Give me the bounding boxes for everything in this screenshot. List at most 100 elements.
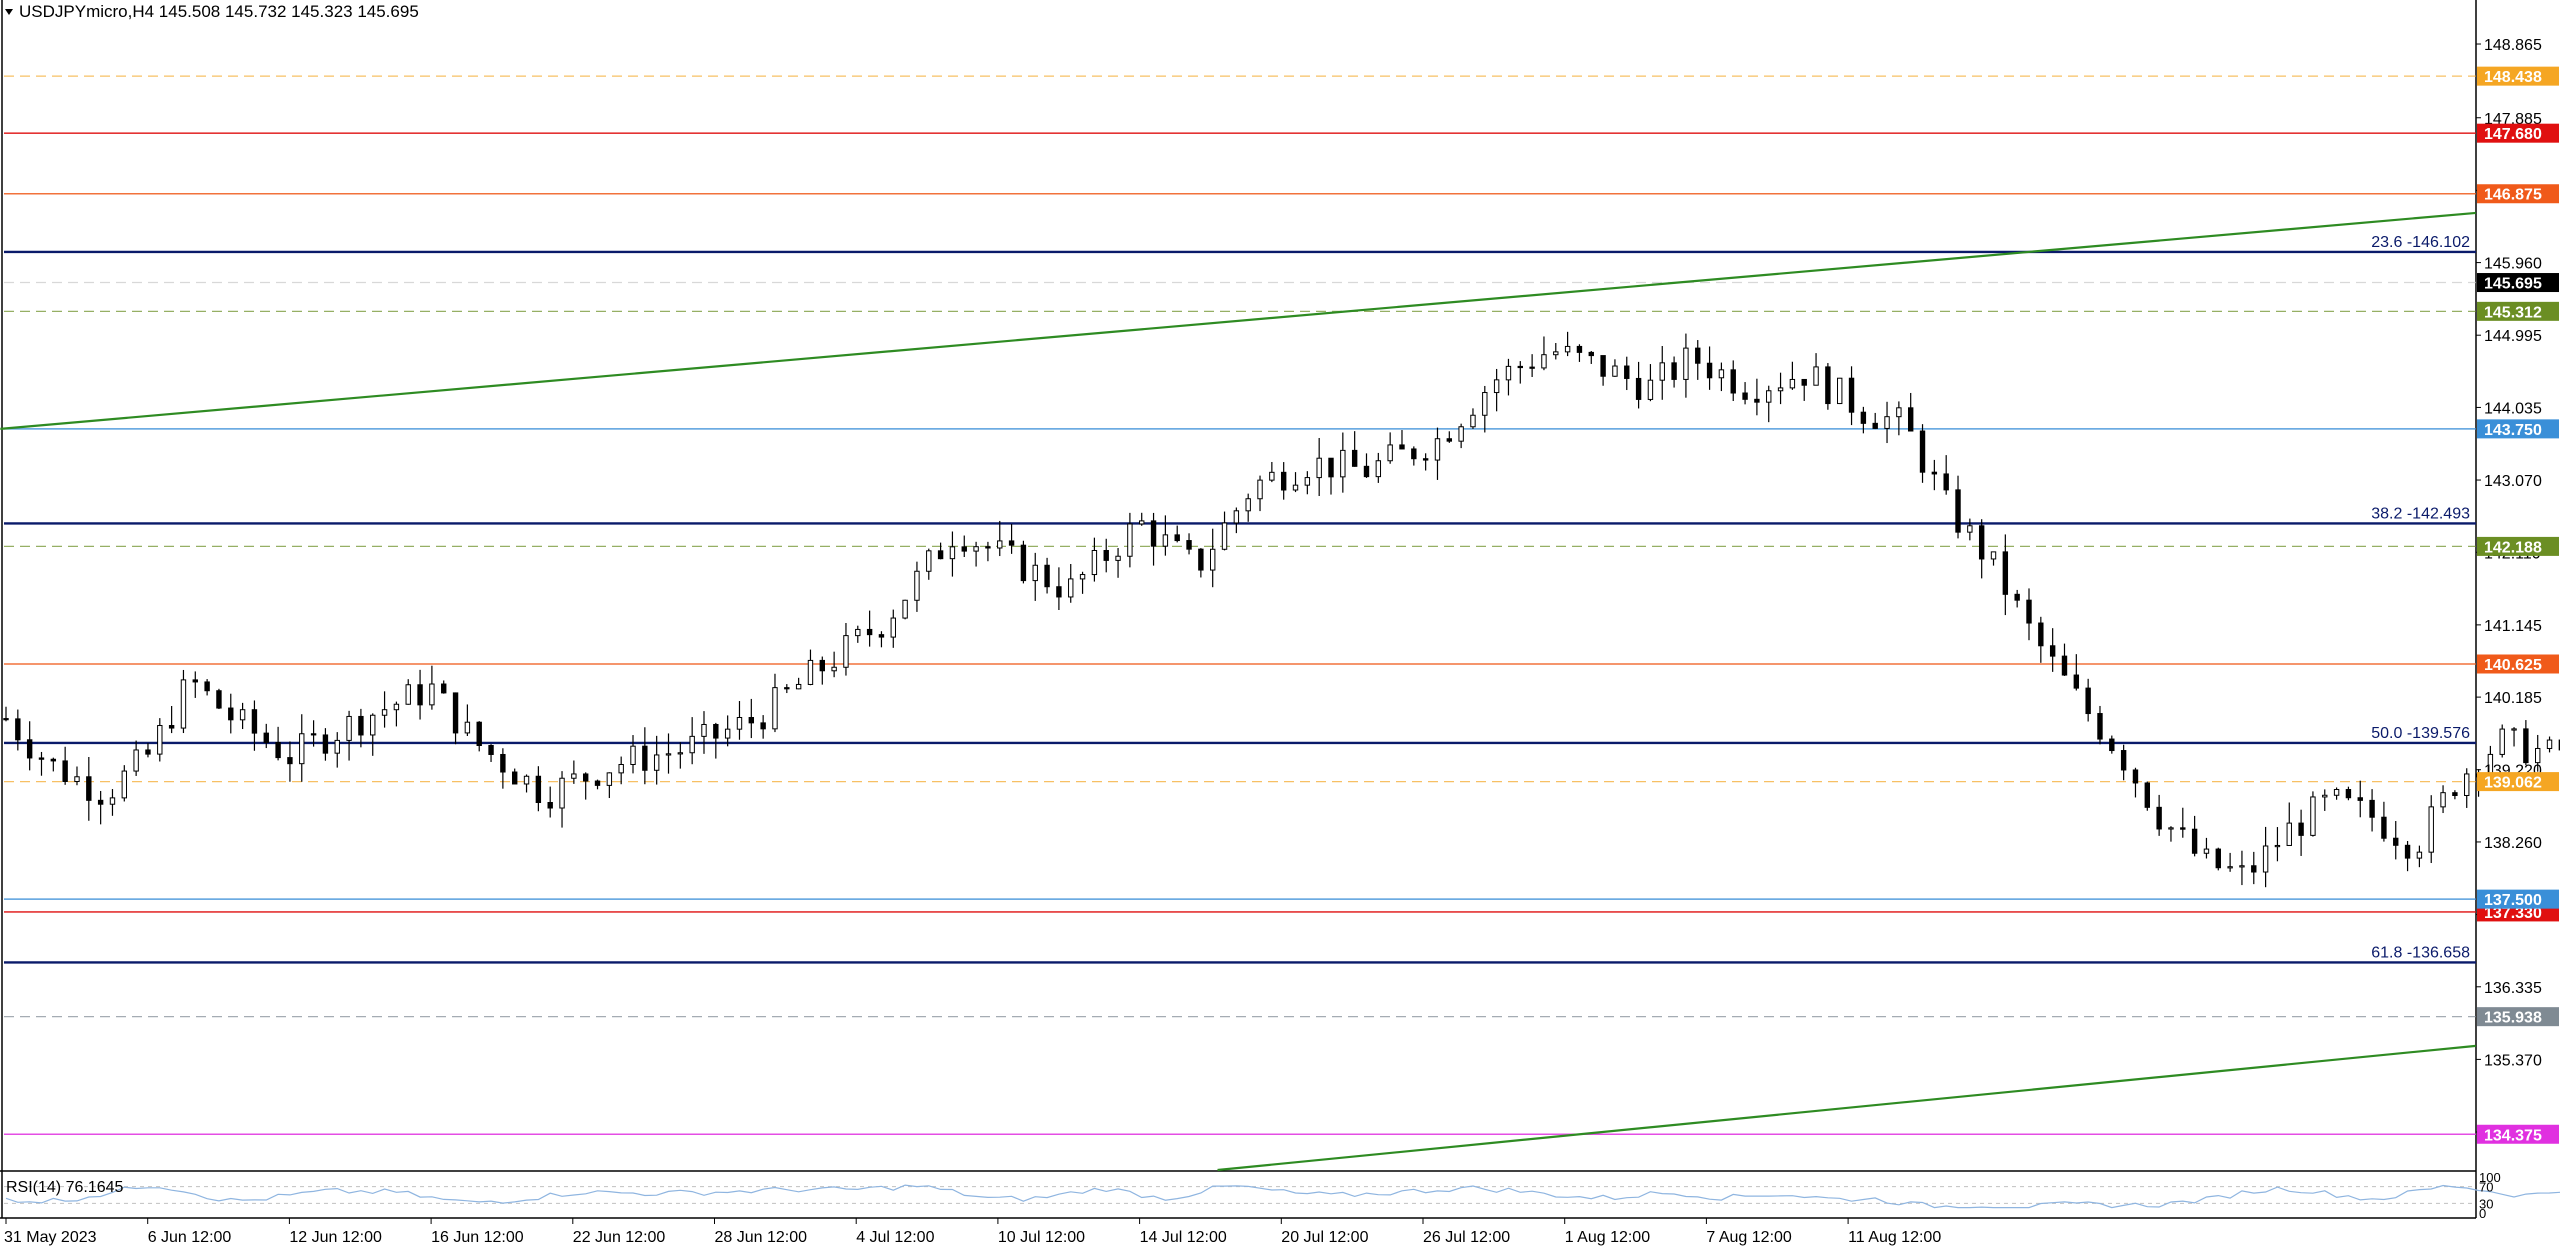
bull-candle-body (1210, 548, 1216, 571)
candle (701, 711, 707, 754)
fib-label: 23.6 -146.102 (2371, 234, 2470, 251)
price-tick-label: 144.035 (2484, 400, 2542, 417)
lower-trend-line[interactable] (1217, 1044, 2476, 1172)
candle (937, 542, 944, 560)
bear-candle-body (878, 634, 885, 638)
candle (1671, 356, 1677, 388)
candle (2393, 821, 2399, 860)
bull-candle-body (464, 721, 471, 734)
candle (2357, 780, 2363, 818)
bear-candle-body (1860, 411, 1867, 424)
candle (961, 535, 967, 557)
price-badge: 137.500 (2477, 889, 2559, 909)
bull-candle-body (772, 687, 778, 730)
price-tick-label: 135.370 (2484, 1052, 2542, 1069)
candle (973, 541, 979, 567)
price-badge-bg (2477, 273, 2559, 293)
candle (914, 561, 920, 612)
bull-candle-body (180, 679, 187, 729)
symbol-line: USDJPYmicro,H4 145.508 145.732 145.323 1… (19, 2, 419, 21)
candle (287, 741, 293, 782)
bull-candle-body (429, 683, 435, 706)
candle (1068, 564, 1074, 603)
candle (1127, 512, 1133, 568)
bear-candle-body (1044, 564, 1050, 588)
price-badge-bg (2477, 301, 2559, 321)
bear-candle-body (1695, 347, 1701, 364)
bear-candle-body (512, 771, 518, 785)
trend-lines[interactable] (0, 0, 2560, 1172)
bear-candle-body (287, 757, 293, 765)
bear-candle-body (937, 550, 944, 560)
bear-candle-body (488, 744, 494, 755)
candle (1174, 525, 1180, 543)
bear-candle-body (358, 715, 364, 736)
bull-candle-body (890, 617, 896, 638)
bear-candle-body (1056, 586, 1062, 598)
candle (15, 709, 21, 751)
upper-trend-line[interactable] (0, 211, 2476, 430)
bear-candle-body (1825, 366, 1831, 405)
candle (2073, 654, 2080, 691)
candle (441, 680, 447, 694)
time-tick-label: 6 Jun 12:00 (148, 1229, 232, 1246)
bear-candle-body (1943, 473, 1949, 491)
candle (1789, 361, 1796, 390)
bull-candle-body (239, 709, 246, 721)
candle (1399, 430, 1405, 450)
candle (417, 669, 423, 720)
bull-candle-body (1777, 387, 1784, 392)
bear-candle-body (228, 707, 234, 721)
candle (1245, 493, 1251, 522)
candle (689, 717, 695, 765)
candle (784, 684, 790, 694)
price-badge-bg (2477, 889, 2559, 909)
candle (2203, 837, 2210, 859)
bull-candle-body (299, 733, 305, 765)
candle (2262, 826, 2269, 888)
bear-candle-body (1624, 365, 1630, 379)
candle (1718, 362, 1725, 392)
candle (1008, 523, 1015, 554)
candle (2345, 786, 2352, 801)
bull-candle-body (1139, 520, 1145, 525)
candle (1588, 350, 1594, 364)
price-badge-bg (2477, 654, 2559, 674)
candle (38, 751, 45, 776)
bear-candle-body (1411, 448, 1417, 460)
candle (1683, 333, 1689, 398)
candle (168, 706, 175, 734)
bull-candle-body (523, 775, 530, 785)
bear-candle-body (1198, 548, 1204, 571)
candle (2061, 643, 2068, 676)
candle (878, 631, 885, 648)
candle (2144, 781, 2151, 811)
candle (2168, 826, 2174, 842)
fib-label: 61.8 -136.658 (2371, 944, 2470, 961)
price-badge: 145.312 (2477, 301, 2559, 321)
candle (1115, 548, 1121, 578)
bull-candle-body (370, 714, 376, 736)
candle (1162, 515, 1169, 556)
triangle-down-icon[interactable] (5, 9, 13, 15)
candle (594, 779, 601, 790)
bull-candle-body (1647, 379, 1654, 400)
price-badge-bg (2477, 1124, 2559, 1144)
price-badge: 148.438 (2477, 66, 2559, 86)
bull-candle-body (1091, 549, 1098, 576)
bull-candle-body (2322, 794, 2328, 798)
bear-candle-body (1174, 534, 1180, 542)
candle (795, 677, 802, 690)
bear-candle-body (38, 757, 45, 760)
candle (1884, 401, 1890, 444)
candle (1505, 358, 1512, 396)
bear-candle-body (322, 734, 329, 754)
candle (2310, 791, 2316, 837)
bull-candle-body (109, 797, 116, 805)
candle (1186, 533, 1192, 555)
candle (1446, 431, 1453, 443)
